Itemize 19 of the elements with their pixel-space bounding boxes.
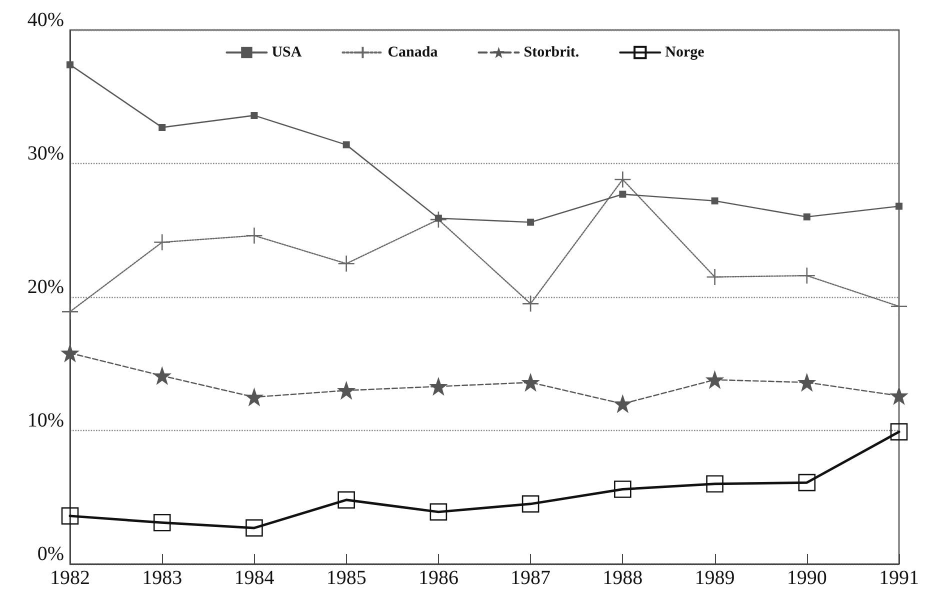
x-tick-label: 1985 xyxy=(326,567,366,589)
y-tick-label: 0% xyxy=(37,543,64,565)
x-tick-label: 1987 xyxy=(510,567,551,589)
x-tick-label: 1982 xyxy=(50,567,90,589)
y-tick-label: 10% xyxy=(27,410,64,432)
y-tick-label: 20% xyxy=(27,276,64,298)
x-tick-label: 1989 xyxy=(694,567,735,589)
x-tick-label: 1983 xyxy=(142,567,182,589)
x-tick-label: 1984 xyxy=(234,567,274,589)
x-tick-label: 1991 xyxy=(879,567,919,589)
legend-label: USA xyxy=(272,44,302,60)
legend-label: Norge xyxy=(665,44,705,60)
x-tick-label: 1990 xyxy=(786,567,827,589)
y-tick-label: 30% xyxy=(27,142,64,164)
legend-label: Canada xyxy=(388,44,438,60)
legend-label: Storbrit. xyxy=(524,44,580,60)
y-tick-label: 40% xyxy=(27,9,64,31)
x-tick-label: 1986 xyxy=(418,567,458,589)
x-tick-label: 1988 xyxy=(602,567,643,589)
